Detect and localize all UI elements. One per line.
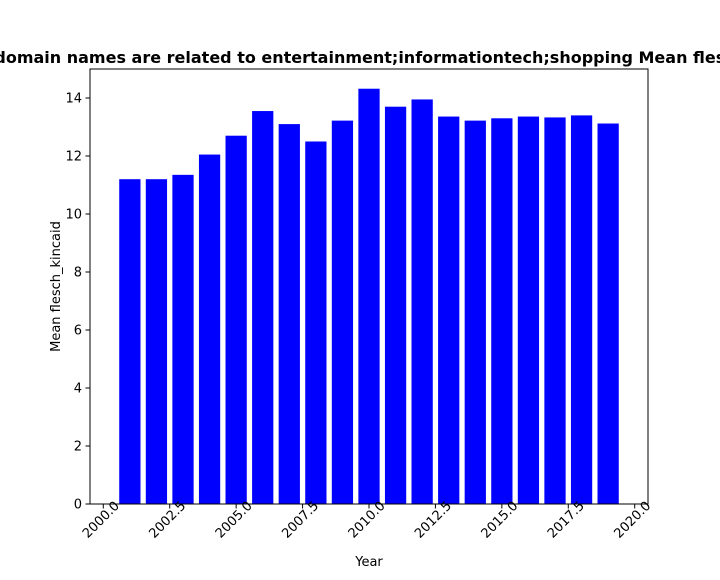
y-axis: 0 2 4 6 8 10 12 14: [65, 92, 90, 513]
y-tick-label: 2: [74, 440, 82, 455]
y-tick-label: 0: [74, 498, 82, 513]
x-tick-label: 2012.5: [412, 499, 455, 542]
bar-2016: [517, 116, 540, 504]
x-tick-label: 2005.0: [213, 499, 256, 542]
bar-2017: [544, 117, 566, 505]
bar-2019: [597, 123, 619, 505]
x-tick-label: 2007.5: [279, 499, 322, 542]
bar-2013: [438, 116, 460, 504]
y-tick-label: 10: [65, 208, 82, 223]
x-tick-label: 2010.0: [346, 499, 389, 542]
bar-2014: [464, 120, 486, 505]
x-axis-label: Year: [354, 555, 383, 570]
x-tick-label: 2000.0: [80, 499, 123, 542]
y-tick-label: 8: [74, 266, 82, 281]
bar-2008: [305, 141, 327, 504]
bar-2004: [198, 154, 221, 505]
y-tick-label: 6: [74, 324, 82, 339]
bar-2005: [225, 135, 247, 504]
x-tick-label: 2020.0: [611, 499, 654, 542]
x-tick-label: 2017.5: [545, 499, 588, 542]
bar-2009: [331, 120, 354, 505]
y-tick-label: 14: [65, 92, 82, 107]
bar-2003: [172, 174, 194, 504]
bar-2015: [491, 118, 513, 505]
y-axis-label: Mean flesch_kincaid: [49, 221, 64, 352]
bar-2018: [570, 115, 593, 505]
bars-group: [119, 88, 619, 505]
y-tick-label: 12: [65, 150, 82, 165]
x-axis: 2000.0 2002.5 2005.0 2007.5 2010.0 2012.5 2015…: [80, 499, 654, 542]
bar-2002: [145, 179, 168, 504]
bar-2006: [252, 111, 274, 505]
chart-title: Pages whose domain names are related to …: [0, 48, 720, 67]
bar-2001: [119, 179, 141, 504]
bar-2012: [411, 99, 433, 504]
x-tick-label: 2015.0: [479, 499, 522, 542]
y-tick-label: 4: [74, 382, 82, 397]
bar-2011: [384, 106, 407, 504]
bar-2010: [358, 88, 380, 504]
x-tick-label: 2002.5: [146, 499, 189, 542]
bar-2007: [278, 124, 300, 504]
